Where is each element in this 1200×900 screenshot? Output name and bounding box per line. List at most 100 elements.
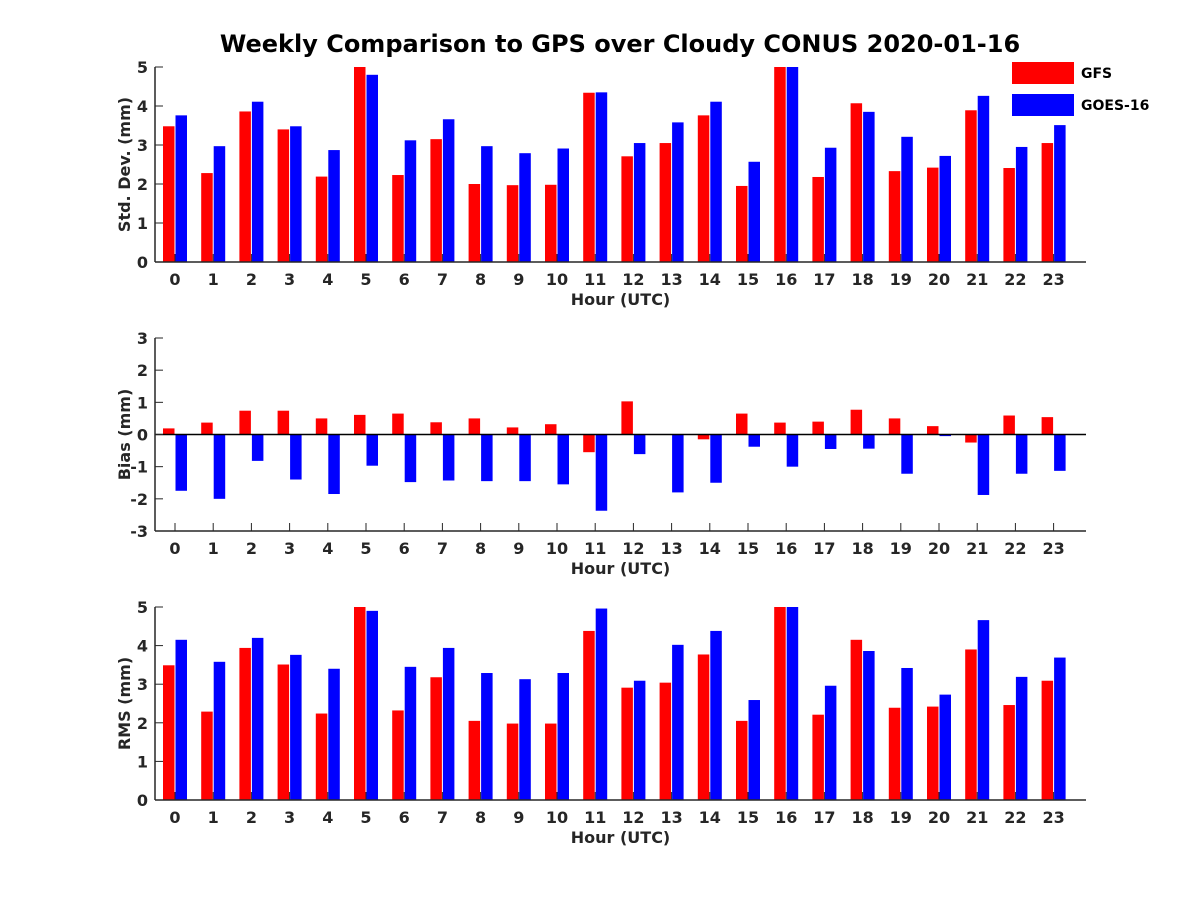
x-tick-label: 21 <box>966 539 988 558</box>
bar-gfs-9 <box>506 185 519 262</box>
x-tick-label: 20 <box>928 539 950 558</box>
bar-goes-16-4 <box>328 434 340 495</box>
bar-gfs-3 <box>277 664 290 800</box>
bar-goes-16-22 <box>1015 676 1028 800</box>
x-tick-label: 7 <box>437 539 448 558</box>
bar-gfs-4 <box>315 176 328 262</box>
bar-gfs-15 <box>736 720 748 800</box>
bar-gfs-23 <box>1041 417 1054 435</box>
legend-label-goes-16: GOES-16 <box>1081 98 1149 114</box>
x-tick-label: 11 <box>584 539 606 558</box>
bar-gfs-23 <box>1041 143 1054 262</box>
bar-gfs-10 <box>545 424 557 435</box>
x-tick-label: 2 <box>246 539 257 558</box>
bar-goes-16-3 <box>290 126 302 262</box>
y-tick-label: 2 <box>137 361 148 380</box>
bar-goes-16-14 <box>710 630 722 800</box>
x-tick-label: 13 <box>660 270 682 289</box>
bar-goes-16-12 <box>633 143 646 262</box>
x-tick-label: 6 <box>399 808 410 827</box>
y-tick-label: 2 <box>137 175 148 194</box>
bar-gfs-0 <box>163 665 175 800</box>
x-tick-label: 4 <box>322 270 333 289</box>
bar-gfs-12 <box>621 687 633 800</box>
bar-goes-16-23 <box>1054 657 1066 800</box>
x-tick-label: 16 <box>775 539 797 558</box>
bar-gfs-11 <box>583 434 595 453</box>
y-tick-label: 5 <box>137 58 148 77</box>
x-tick-label: 23 <box>1042 270 1064 289</box>
bar-gfs-11 <box>583 92 595 263</box>
bar-goes-16-7 <box>442 647 455 800</box>
bar-goes-16-4 <box>328 668 340 800</box>
x-tick-label: 15 <box>737 270 759 289</box>
bar-goes-16-11 <box>595 92 608 262</box>
bar-goes-16-5 <box>366 434 378 466</box>
x-tick-label: 2 <box>246 808 257 827</box>
bar-goes-16-11 <box>595 434 608 511</box>
bar-goes-16-19 <box>901 434 913 474</box>
bar-goes-16-7 <box>442 119 455 262</box>
x-tick-label: 10 <box>546 539 568 558</box>
bar-goes-16-9 <box>519 434 531 482</box>
x-tick-label: 5 <box>360 808 371 827</box>
bar-gfs-17 <box>812 421 824 435</box>
bar-goes-16-11 <box>595 608 608 800</box>
bar-goes-16-18 <box>863 651 875 800</box>
bar-goes-16-13 <box>672 122 684 262</box>
bar-goes-16-8 <box>481 673 493 800</box>
x-tick-label: 18 <box>851 808 873 827</box>
bar-gfs-10 <box>545 184 557 262</box>
x-tick-label: 18 <box>851 270 873 289</box>
bar-gfs-13 <box>659 143 672 262</box>
bar-goes-16-22 <box>1015 146 1028 262</box>
x-tick-label: 19 <box>890 270 912 289</box>
bar-gfs-10 <box>545 723 557 800</box>
bar-gfs-19 <box>888 418 901 435</box>
x-tick-label: 8 <box>475 270 486 289</box>
x-tick-label: 0 <box>169 539 180 558</box>
x-tick-label: 22 <box>1004 539 1026 558</box>
x-tick-label: 1 <box>208 539 219 558</box>
bar-gfs-21 <box>965 649 977 800</box>
y-tick-label: -2 <box>130 490 148 509</box>
legend-label-gfs: GFS <box>1081 66 1112 82</box>
x-tick-label: 4 <box>322 808 333 827</box>
bar-goes-16-6 <box>404 140 417 262</box>
y-tick-label: 3 <box>137 675 148 694</box>
bar-gfs-4 <box>315 418 328 435</box>
bar-gfs-7 <box>430 139 442 262</box>
x-tick-label: 20 <box>928 270 950 289</box>
bar-goes-16-16 <box>786 607 799 800</box>
bar-goes-16-10 <box>557 673 569 800</box>
bar-goes-16-0 <box>175 639 187 800</box>
bar-gfs-16 <box>774 607 786 800</box>
bar-gfs-19 <box>888 707 901 800</box>
x-axis-label: Hour (UTC) <box>571 290 671 309</box>
y-tick-label: 4 <box>137 97 148 116</box>
bar-goes-16-4 <box>328 150 340 262</box>
bar-goes-16-10 <box>557 434 569 485</box>
bar-gfs-20 <box>927 706 939 800</box>
bar-goes-16-0 <box>175 115 187 262</box>
bar-goes-16-20 <box>939 434 951 437</box>
bar-goes-16-23 <box>1054 434 1066 471</box>
bar-goes-16-17 <box>824 685 837 800</box>
y-tick-label: 1 <box>137 214 148 233</box>
bar-goes-16-15 <box>748 161 760 262</box>
x-tick-label: 22 <box>1004 808 1026 827</box>
bar-gfs-17 <box>812 714 824 800</box>
bar-gfs-3 <box>277 129 290 262</box>
x-tick-label: 3 <box>284 539 295 558</box>
bar-gfs-11 <box>583 630 595 800</box>
x-tick-label: 3 <box>284 270 295 289</box>
bar-goes-16-21 <box>977 95 990 262</box>
bar-gfs-2 <box>239 647 251 800</box>
bar-goes-16-8 <box>481 146 493 262</box>
y-axis-label: RMS (mm) <box>115 657 134 750</box>
bar-goes-16-9 <box>519 153 531 262</box>
bar-gfs-16 <box>774 67 786 262</box>
legend-swatch-gfs <box>1012 62 1074 84</box>
